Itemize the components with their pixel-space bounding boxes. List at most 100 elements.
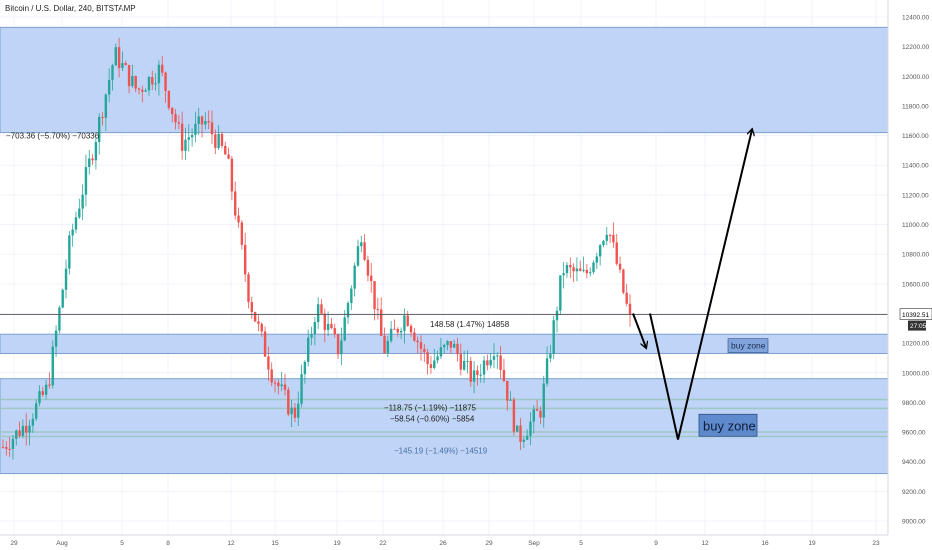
y-tick-label: 10000.00 <box>902 370 929 377</box>
candle-body <box>267 356 270 370</box>
y-tick-label: 11200.00 <box>902 192 929 199</box>
candle-body <box>326 323 330 330</box>
candle-body <box>529 421 532 436</box>
candle-body <box>615 242 618 264</box>
candle-body <box>459 354 463 370</box>
candle-body <box>612 235 615 243</box>
candle-body <box>545 358 549 384</box>
candle-body <box>625 292 628 304</box>
candle-body <box>383 335 386 354</box>
candle-body <box>220 133 224 146</box>
candle-body <box>376 309 380 311</box>
candle-body <box>423 348 426 353</box>
candle-body <box>370 275 373 282</box>
candle-body <box>177 122 181 124</box>
candle-body <box>18 430 21 436</box>
current-price-value: 10392.51 <box>902 312 929 319</box>
candle-body <box>413 332 416 341</box>
projection-arrow-short <box>632 313 646 347</box>
candle-body <box>197 116 200 124</box>
candle-body <box>403 315 406 331</box>
candle-body <box>618 263 622 270</box>
y-tick-label: 10600.00 <box>902 281 929 288</box>
candle-body <box>549 353 552 359</box>
candle-body <box>300 374 303 404</box>
candle-body <box>406 315 409 326</box>
candle-body <box>71 229 74 236</box>
candle-body <box>552 320 555 354</box>
y-tick-label: 11600.00 <box>902 133 929 140</box>
measure-label: −703.36 (−5.70%) −70336 <box>6 132 100 141</box>
candle-body <box>443 344 446 348</box>
x-tick-label: 5 <box>579 540 583 547</box>
candle-body <box>389 328 393 341</box>
candle-body <box>426 352 429 365</box>
candle-body <box>595 256 599 263</box>
candle-body <box>608 234 612 236</box>
x-tick-label: 22 <box>379 540 387 547</box>
x-tick-label: 12 <box>701 540 709 547</box>
candle-body <box>516 425 519 432</box>
candle-body <box>502 369 506 381</box>
candle-body <box>41 391 45 395</box>
candle-body <box>303 361 307 375</box>
candle-body <box>187 137 190 140</box>
candle-body <box>64 268 68 290</box>
candle-body <box>161 64 164 73</box>
x-tick-label: 29 <box>10 540 18 547</box>
x-tick-label: 12 <box>227 540 235 547</box>
candle-body <box>190 134 194 138</box>
candle-body <box>399 330 403 333</box>
candle-body <box>559 275 562 311</box>
measure-label: −58.54 (−0.60%) −5854 <box>390 415 475 424</box>
candle-body <box>61 289 64 308</box>
candle-body <box>277 382 280 387</box>
candle-body <box>419 342 423 349</box>
candle-body <box>469 360 472 382</box>
candle-body <box>585 269 589 274</box>
y-tick-label: 11000.00 <box>902 222 929 229</box>
candle-body <box>283 384 287 390</box>
candle-body <box>333 328 336 335</box>
candle-body <box>54 330 58 347</box>
candle-body <box>409 325 413 333</box>
candle-body <box>353 265 356 289</box>
candle-body <box>260 323 263 332</box>
candle-body <box>605 234 608 241</box>
candle-body <box>184 139 187 151</box>
candles-layer <box>1 37 632 460</box>
candle-body <box>539 410 542 418</box>
candle-body <box>602 240 605 246</box>
candle-body <box>147 77 151 91</box>
candle-body <box>104 94 108 118</box>
candle-body <box>472 370 476 382</box>
y-tick-label: 11400.00 <box>902 163 929 170</box>
x-tick-label: Aug <box>56 540 68 547</box>
candle-body <box>297 403 300 418</box>
candle-body <box>499 355 502 370</box>
candle-body <box>94 142 98 161</box>
candle-body <box>98 116 101 143</box>
candle-body <box>346 302 350 318</box>
candle-body <box>290 407 293 415</box>
candle-body <box>598 245 602 257</box>
candle-body <box>127 65 131 87</box>
candle-body <box>253 312 257 322</box>
candle-body <box>535 409 539 411</box>
candle-body <box>343 317 346 341</box>
measure-label: 148.58 (1.47%) 14858 <box>430 320 510 329</box>
candle-body <box>363 242 366 260</box>
y-tick-label: 9400.00 <box>902 459 926 466</box>
candle-body <box>542 383 545 418</box>
candle-body <box>170 107 174 115</box>
x-tick-label: 5 <box>120 540 124 547</box>
candle-body <box>137 88 141 90</box>
chart-title: Bitcoin / U.S. Dollar, 240, BITSTAMP <box>5 4 136 13</box>
candle-body <box>579 268 582 271</box>
x-tick-label: 16 <box>761 540 769 547</box>
candle-body <box>240 222 244 245</box>
candle-body <box>1 446 5 448</box>
buy-zone-label-large: buy zone <box>703 418 756 433</box>
candle-body <box>360 242 363 247</box>
